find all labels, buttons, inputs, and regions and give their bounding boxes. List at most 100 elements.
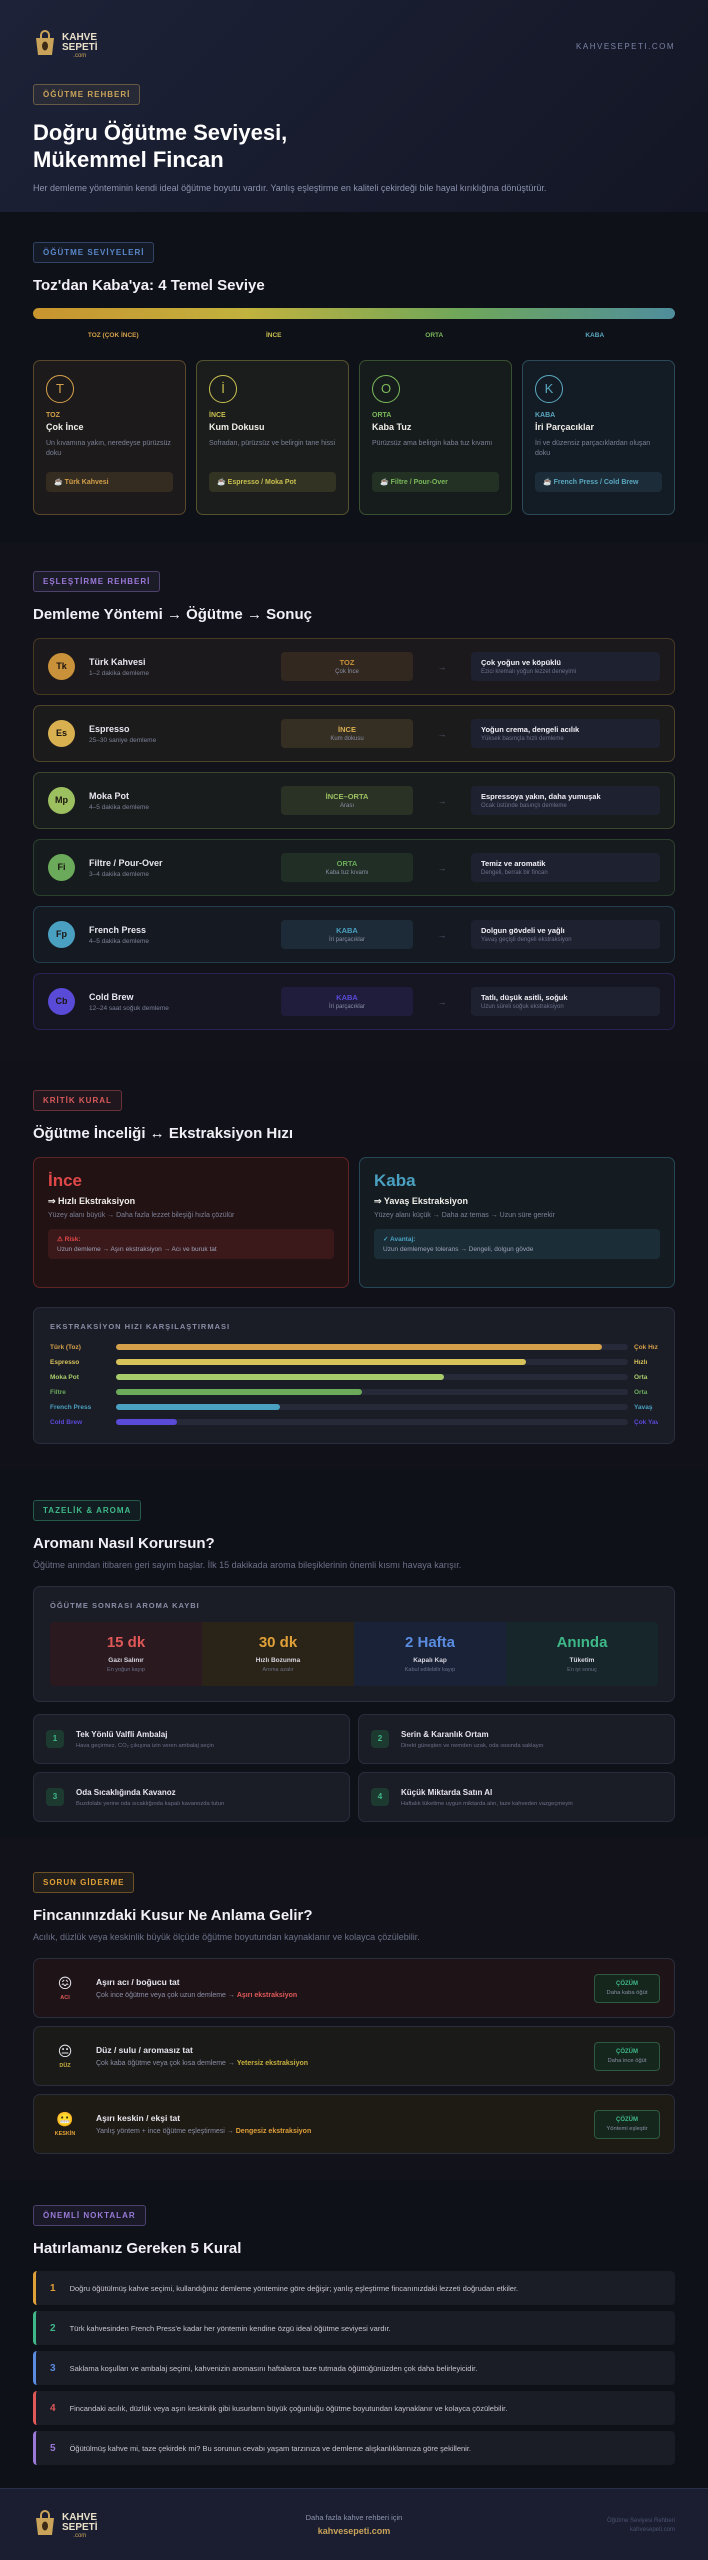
issue-card: 😬 KESKİN Aşırı keskin / ekşi tat Yanlış yön…	[33, 2094, 675, 2154]
section-badge: ÖĞÜTME REHBERİ	[33, 84, 141, 105]
footer-link: kahvesepeti.com	[317, 2526, 391, 2536]
result-note: Ezici kremalı yoğun lezzet deneyimi	[481, 669, 577, 675]
method-time: 3–4 dakika demleme	[89, 870, 149, 878]
loss-time: Anında	[556, 1634, 608, 1651]
speed-track	[116, 1419, 628, 1425]
speed-row: Cold Brew Çok Yavaş	[50, 1417, 658, 1427]
level-label: TOZ	[46, 412, 60, 419]
level-card: T TOZ Çok İnce Un kıvamına yakın, neredeyse…	[33, 360, 186, 515]
rule-text: Saklama koşulları ve ambalaj seçimi, kah…	[69, 2363, 478, 2373]
issue-fix: ÇÖZÜM Daha ince öğüt	[594, 2041, 660, 2071]
method-icon: Cb	[48, 988, 75, 1015]
speed-bar	[116, 1389, 362, 1395]
level-tag: ☕ French Press / Cold Brew	[535, 472, 662, 492]
grind-level: KABA	[336, 993, 358, 1002]
tip-body: Oda Sıcaklığında Kavanoz Buzdolabı yerine…	[76, 1788, 224, 1807]
method-rows: Tk Türk Kahvesi 1–2 dakika demleme TOZ Çok İ…	[33, 638, 675, 1030]
issue-cause: Çok kaba öğütme veya çok kısa demleme → …	[96, 2060, 580, 2067]
logo: KAHVE SEPETİ .com	[33, 2510, 98, 2541]
scale-label: ORTA	[425, 332, 444, 339]
level-cards: T TOZ Çok İnce Un kıvamına yakın, neredeyse…	[33, 360, 675, 515]
rule-item: 2 Türk kahvesinden French Press'e kadar h…	[33, 2311, 675, 2345]
rule-note: ✓ Avantaj: Uzun demlemeye tolerans → Deng…	[374, 1229, 660, 1259]
speed-label: Türk (Toz)	[50, 1343, 81, 1351]
tip-title: Küçük Miktarda Satın Al	[401, 1787, 493, 1797]
rule-subtitle: ⇒ Yavaş Ekstraksiyon	[374, 1196, 468, 1206]
method-icon: Tk	[48, 653, 75, 680]
speed-row: Espresso Hızlı	[50, 1357, 658, 1367]
section: KRİTİK KURAL Öğütme İnceliği ↔ Ekstraksiy…	[0, 1062, 708, 1470]
fix-label: ÇÖZÜM	[616, 1980, 638, 1987]
grind-level: TOZ	[339, 658, 355, 667]
result-note: Dengeli, berrak bir fincan	[481, 870, 548, 876]
level-name: İri Parçacıklar	[535, 422, 595, 432]
issue-body: Aşırı acı / boğucu tat Çok ince öğütme ve…	[96, 1977, 580, 1999]
issue-icon: 😖 ACI	[48, 1976, 82, 2001]
grind-pill: İNCE–ORTA Arası	[281, 786, 413, 815]
logo-line: SEPETİ	[62, 2521, 98, 2533]
issue-cause: Yanlış yöntem + ince öğütme eşleştirmesi…	[96, 2128, 580, 2135]
logo-icon	[33, 2510, 57, 2541]
issue-title: Düz / sulu / aromasız tat	[96, 2045, 193, 2055]
rule-text: Öğütülmüş kahve mi, taze çekirdek mi? Bu…	[69, 2443, 471, 2453]
loss-label: Hızlı Bozunma	[255, 1657, 301, 1664]
row-arrow: →	[437, 929, 447, 940]
row-arrow: →	[437, 862, 447, 873]
tip-title: Oda Sıcaklığında Kavanoz	[76, 1787, 176, 1797]
tip-card: 2 Serin & Karanlık Ortam Direkt güneşten v…	[358, 1714, 675, 1764]
level-desc: Un kıvamına yakın, neredeyse pürüzsüz do…	[46, 440, 171, 457]
scale-label: TOZ (ÇOK İNCE)	[87, 332, 139, 339]
loss-label: Tüketim	[569, 1657, 595, 1664]
result-title: Çok yoğun ve köpüklü	[481, 658, 562, 667]
rule-item: 3 Saklama koşulları ve ambalaj seçimi, ka…	[33, 2351, 675, 2385]
level-desc: Sofradan, pürüzsüz ve belirgin tane hiss…	[209, 440, 336, 447]
footer-center: Daha fazla kahve rehberi için kahvesepeti…	[0, 2513, 708, 2536]
method-icon: Fp	[48, 921, 75, 948]
issue-effect: Yetersiz ekstraksiyon	[236, 2060, 309, 2067]
rule-item: 4 Fincandaki acılık, düzlük veya aşırı ke…	[33, 2391, 675, 2425]
grind-note: İri parçacıklar	[328, 937, 365, 943]
level-tag: ☕ Espresso / Moka Pot	[209, 472, 336, 492]
method-row: Cb Cold Brew 12–24 saat soğuk demleme KABA İ…	[33, 973, 675, 1030]
level-desc: İri ve düzensiz parçacıklardan oluşan do…	[535, 440, 651, 457]
issue-emoji: 😖	[57, 1975, 73, 1992]
loss-time: 15 dk	[106, 1634, 146, 1651]
grind-note: Çok İnce	[335, 669, 359, 675]
speed-track	[116, 1344, 628, 1350]
scale-label: İNCE	[265, 332, 282, 339]
rule-note-label: ✓ Avantaj:	[383, 1236, 416, 1243]
rule-number: 2	[50, 2322, 56, 2334]
issue-cause-text: Yanlış yöntem + ince öğütme eşleştirmesi…	[96, 2128, 234, 2135]
speed-text: Yavaş	[634, 1403, 653, 1411]
issue-body: Düz / sulu / aromasız tat Çok kaba öğütme…	[96, 2045, 580, 2067]
speed-track	[116, 1389, 628, 1395]
level-tag: ☕ Filtre / Pour-Over	[372, 472, 499, 492]
rule-note: ⚠ Risk: Uzun demleme → Aşırı ekstraksiyon…	[48, 1229, 334, 1259]
section: TAZELİK & AROMA Aromanı Nasıl Korursun? Öğ…	[0, 1470, 708, 1838]
footer-cta: Daha fazla kahve rehberi için	[305, 2513, 403, 2522]
tip-body: Serin & Karanlık Ortam Direkt güneşten ve…	[401, 1730, 543, 1749]
rule-card: İnce ⇒ Hızlı Ekstraksiyon Yüzey alanı büyü…	[33, 1157, 349, 1288]
tip-desc: Buzdolabı yerine oda sıcaklığında kapalı…	[76, 1800, 225, 1807]
section: KAHVE SEPETİ .com KAHVESEPETI.COM ÖĞÜTME REH…	[0, 0, 708, 212]
issue-tag: KESKİN	[54, 2130, 76, 2137]
rule-title: İnce	[48, 1171, 83, 1190]
method-icon: Fi	[48, 854, 75, 881]
issue-emoji: 😬	[56, 2111, 74, 2128]
issue-tag: DÜZ	[59, 2062, 71, 2069]
issue-cause-text: Çok kaba öğütme veya çok kısa demleme →	[96, 2060, 235, 2067]
issue-fix: ÇÖZÜM Daha kaba öğüt	[594, 1973, 660, 2003]
rule-number: 1	[50, 2282, 56, 2294]
section: EŞLEŞTİRME REHBERİ Demleme Yöntemi → Öğüt…	[0, 543, 708, 1062]
loss-cell: 15 dk Gazı Salınır En yoğun kayıp	[50, 1622, 202, 1686]
speed-track	[116, 1374, 628, 1380]
method-info: French Press 4–5 dakika demleme	[89, 925, 267, 945]
tip-number: 3	[46, 1788, 64, 1806]
speed-label: Moka Pot	[50, 1373, 79, 1381]
loss-time: 30 dk	[258, 1634, 298, 1651]
result-title: Espressoya yakın, daha yumuşak	[481, 792, 601, 801]
issue-icon: 😬 KESKİN	[48, 2112, 82, 2137]
result-title: Dolgun gövdeli ve yağlı	[481, 926, 565, 935]
page-subtitle: Her demleme yönteminin kendi ideal öğütm…	[33, 183, 547, 193]
method-time: 4–5 dakika demleme	[89, 937, 149, 945]
